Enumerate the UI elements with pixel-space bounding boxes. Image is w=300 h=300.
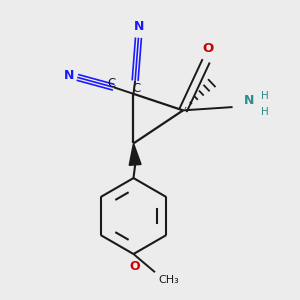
Text: C: C [107,77,115,91]
Text: H: H [261,91,268,100]
Text: C: C [133,82,141,95]
Text: CH₃: CH₃ [158,275,179,286]
Text: O: O [202,42,213,55]
Polygon shape [129,143,141,165]
Text: H: H [261,107,268,117]
Text: N: N [64,69,74,82]
Text: O: O [130,260,140,273]
Text: N: N [244,94,254,107]
Text: N: N [134,20,145,33]
